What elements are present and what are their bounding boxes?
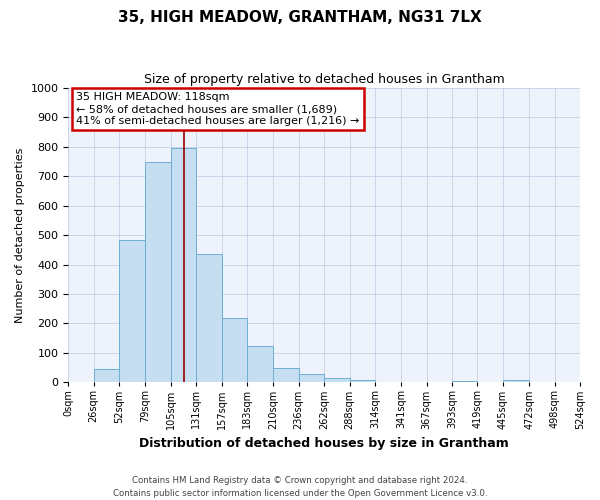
Y-axis label: Number of detached properties: Number of detached properties — [15, 148, 25, 323]
Bar — [503, 380, 529, 382]
Bar — [350, 380, 375, 382]
Bar — [196, 254, 221, 382]
Bar — [171, 148, 196, 382]
Bar — [299, 374, 324, 382]
Bar — [145, 162, 171, 382]
Bar — [221, 318, 247, 382]
Title: Size of property relative to detached houses in Grantham: Size of property relative to detached ho… — [144, 72, 505, 86]
Bar — [94, 369, 119, 382]
Bar — [274, 368, 299, 382]
Bar — [452, 381, 478, 382]
Text: 35, HIGH MEADOW, GRANTHAM, NG31 7LX: 35, HIGH MEADOW, GRANTHAM, NG31 7LX — [118, 10, 482, 25]
Bar — [247, 346, 274, 383]
Text: 35 HIGH MEADOW: 118sqm
← 58% of detached houses are smaller (1,689)
41% of semi-: 35 HIGH MEADOW: 118sqm ← 58% of detached… — [76, 92, 359, 126]
Bar — [119, 240, 145, 382]
X-axis label: Distribution of detached houses by size in Grantham: Distribution of detached houses by size … — [139, 437, 509, 450]
Text: Contains HM Land Registry data © Crown copyright and database right 2024.
Contai: Contains HM Land Registry data © Crown c… — [113, 476, 487, 498]
Bar — [324, 378, 350, 382]
